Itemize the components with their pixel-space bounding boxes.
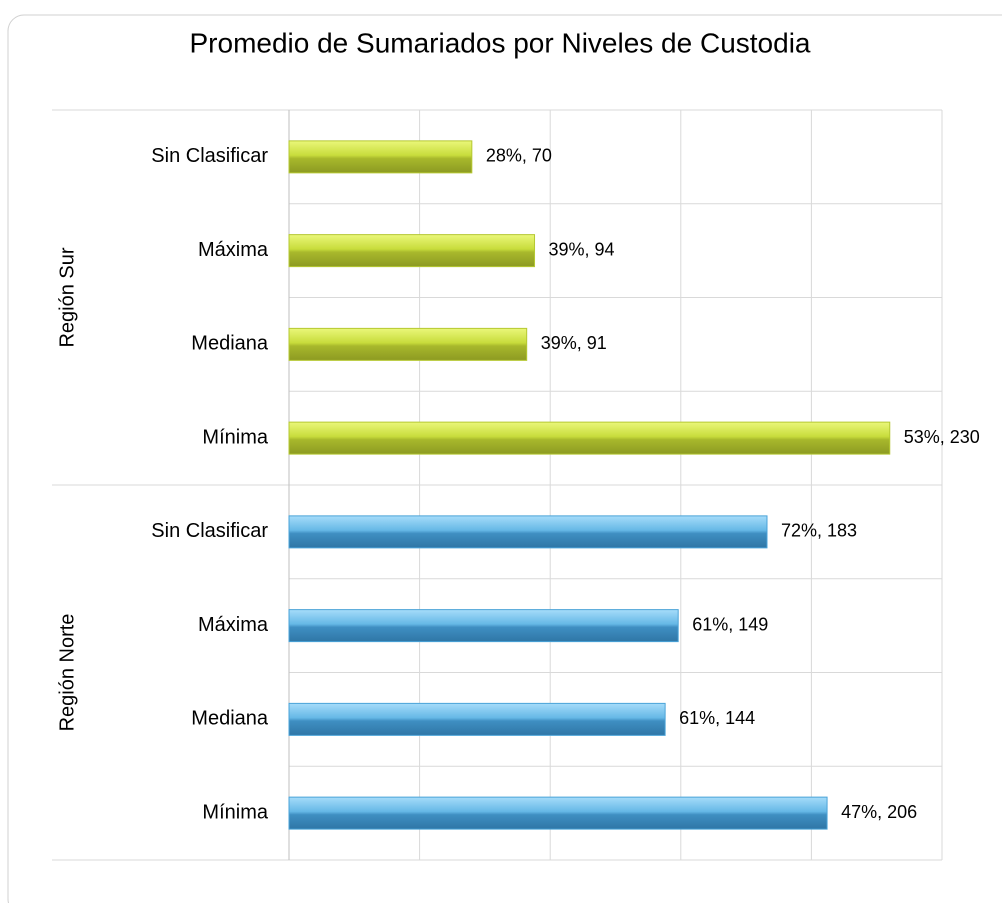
y-tick-label: Mínima — [202, 426, 268, 448]
data-label: 47%, 206 — [841, 802, 917, 822]
bar — [288, 421, 891, 455]
group-label: Región Sur — [56, 247, 78, 347]
card — [7, 14, 1002, 903]
group-label: Región Norte — [56, 614, 78, 732]
y-tick-label: Mediana — [191, 333, 269, 355]
bar — [288, 609, 679, 643]
data-label: 39%, 91 — [541, 333, 607, 353]
data-label: 39%, 94 — [549, 239, 615, 259]
y-tick-label: Máxima — [198, 614, 269, 636]
chart-title: Promedio de Sumariados por Niveles de Cu… — [190, 27, 811, 58]
data-label: 61%, 144 — [679, 708, 755, 728]
bar — [288, 140, 473, 174]
y-tick-label: Sin Clasificar — [151, 145, 268, 167]
data-label: 72%, 183 — [781, 521, 857, 541]
data-label: 61%, 149 — [692, 614, 768, 634]
y-tick-label: Sin Clasificar — [151, 520, 268, 542]
bar — [288, 327, 528, 361]
data-label: 28%, 70 — [486, 146, 552, 166]
bar — [288, 515, 768, 549]
data-label: 53%, 230 — [904, 427, 980, 447]
y-tick-label: Máxima — [198, 239, 269, 261]
y-tick-label: Mínima — [202, 801, 268, 823]
bar — [288, 234, 536, 268]
bar — [288, 702, 666, 736]
bar — [288, 796, 828, 830]
y-tick-label: Mediana — [191, 708, 269, 730]
